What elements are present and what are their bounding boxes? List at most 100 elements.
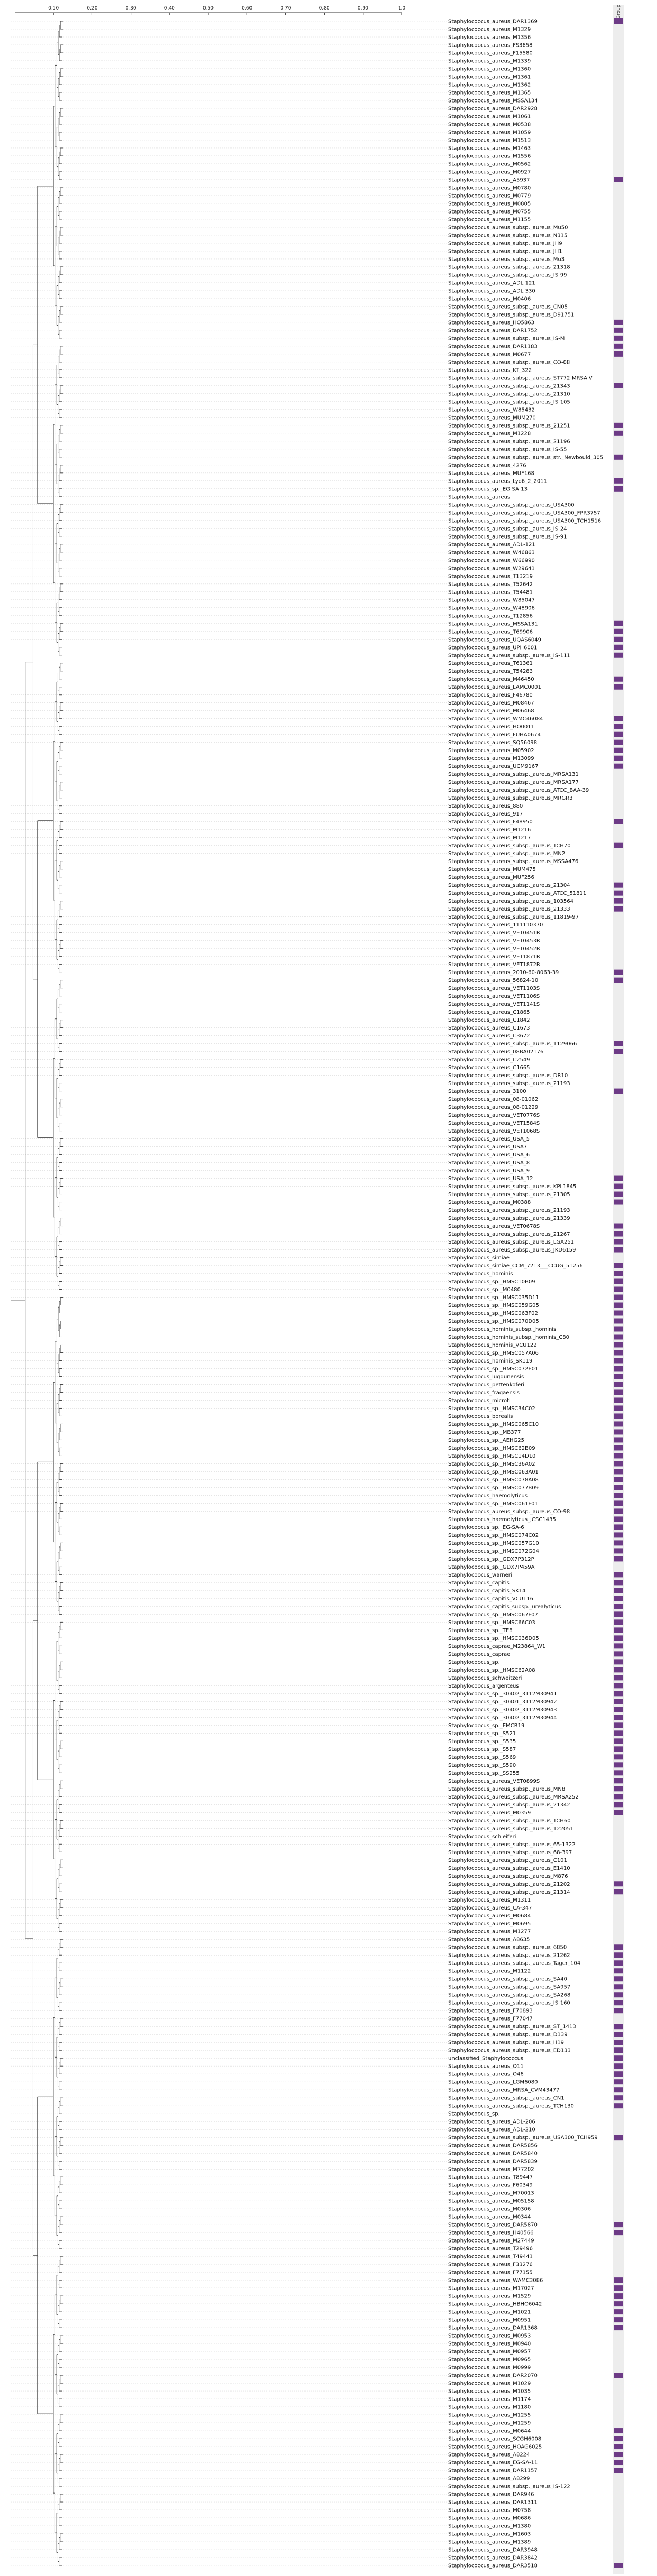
- annotation-mark: [614, 2024, 623, 2030]
- annotation-mark: [614, 2063, 623, 2069]
- leaf-label: Staphylococcus_aureus_ADL-330: [448, 288, 535, 294]
- annotation-mark: [614, 1635, 623, 1641]
- leaf-label: Staphylococcus_aureus_WMC46084: [448, 716, 543, 722]
- leaf-label: Staphylococcus_aureus_subsp._aureus_IS-1…: [448, 2000, 570, 2006]
- leaf-label: Staphylococcus_aureus_F15580: [448, 50, 533, 56]
- annotation-mark: [614, 636, 623, 642]
- leaf-label: Staphylococcus_aureus_DAR1183: [448, 344, 538, 349]
- leaf-label: Staphylococcus_sp._HMSC072E01: [448, 1366, 538, 1372]
- leaf-label: Staphylococcus_aureus_M77202: [448, 2167, 534, 2173]
- leaf-label: Staphylococcus_aureus_M1365: [448, 90, 531, 96]
- annotation-mark: [614, 1413, 623, 1419]
- tree-branches: [11, 21, 64, 2566]
- annotation-mark: [614, 977, 623, 983]
- annotation-mark: [614, 882, 623, 888]
- leaf-label: Staphylococcus_sp._HMSC035D11: [448, 1295, 539, 1301]
- leaf-label: Staphylococcus_aureus_subsp._aureus_ED13…: [448, 2048, 571, 2054]
- leaf-label: Staphylococcus_aureus_ADL-210: [448, 2127, 535, 2133]
- leaf-label: Staphylococcus_aureus_subsp._aureus_ST_1…: [448, 2024, 576, 2030]
- leaf-label: Staphylococcus_sp._S535: [448, 1739, 516, 1745]
- leaf-label: Staphylococcus_aureus_F33276: [448, 2262, 533, 2268]
- leaf-label: Staphylococcus_aureus_M1389: [448, 2540, 531, 2545]
- leaf-label: Staphylococcus_aureus_M1362: [448, 82, 531, 88]
- leaf-label: Staphylococcus_sp._HMSC14D10: [448, 1453, 535, 1459]
- leaf-label: Staphylococcus_aureus_subsp._aureus_E141…: [448, 1866, 570, 1871]
- leaf-label: Staphylococcus_hominis_subsp._hominis: [448, 1327, 556, 1332]
- scale-tick-label: 0.10: [48, 6, 59, 11]
- leaf-label: Staphylococcus_aureus_subsp._aureus_1035…: [448, 898, 573, 904]
- leaf-label: Staphylococcus_sp._HMSC070D05: [448, 1319, 539, 1324]
- leaf-label: Staphylococcus_caprae_M23864_W1: [448, 1644, 545, 1650]
- leaf-label: Staphylococcus_aureus_M08467: [448, 700, 534, 706]
- leaf-label: Staphylococcus_aureus_subsp._aureus_SA26…: [448, 1993, 570, 1998]
- leaf-label: Staphylococcus_aureus_subsp._aureus_2120…: [448, 1882, 570, 1887]
- leaf-label: Staphylococcus_aureus_M1021: [448, 2310, 531, 2315]
- leaf-label: Staphylococcus_aureus_subsp._aureus_MRSA…: [448, 1794, 579, 1800]
- annotation-mark: [614, 486, 623, 492]
- annotation-mark: [614, 1572, 623, 1578]
- annotation-mark: [614, 890, 623, 896]
- leaf-label: Staphylococcus_sp._HMSC059G05: [448, 1303, 539, 1309]
- leaf-label: Staphylococcus_aureus_T89447: [448, 2175, 533, 2181]
- leaf-label: Staphylococcus_sp._HMSC065C10: [448, 1422, 539, 1428]
- annotation-mark: [614, 1532, 623, 1538]
- leaf-label: Staphylococcus_aureus_O46: [448, 2072, 524, 2078]
- leaf-label: Staphylococcus_caprae: [448, 1652, 510, 1657]
- leaf-label: Staphylococcus_schleiferi: [448, 1834, 516, 1840]
- leaf-label: Staphylococcus_microti: [448, 1398, 511, 1404]
- leaf-label: Staphylococcus_aureus_M0951: [448, 2318, 531, 2323]
- leaf-label: Staphylococcus_aureus_subsp._aureus_ATCC…: [448, 787, 589, 793]
- leaf-label: Staphylococcus_aureus_M0805: [448, 201, 531, 207]
- annotation-mark: [614, 1477, 623, 1482]
- leaf-label: Staphylococcus_aureus_VET0451R: [448, 930, 540, 936]
- leaf-label: Staphylococcus_aureus_subsp._aureus_1181…: [448, 914, 579, 920]
- leaf-label: Staphylococcus_aureus_DAR1752: [448, 328, 538, 333]
- leaf-label: Staphylococcus_sp._HMSC34C02: [448, 1406, 535, 1412]
- leaf-label: Staphylococcus_aureus_subsp._aureus_CO-9…: [448, 1509, 570, 1515]
- annotation-mark: [614, 2325, 623, 2331]
- annotation-mark: [614, 1540, 623, 1546]
- annotation-mark: [614, 1461, 623, 1467]
- leaf-label: Staphylococcus_aureus_ADL-121: [448, 542, 535, 548]
- leaf-label: Staphylococcus_aureus_T54283: [448, 669, 533, 674]
- leaf-label: Staphylococcus_aureus_HOAG6025: [448, 2444, 542, 2450]
- leaf-label: Staphylococcus_aureus_T69906: [448, 629, 533, 635]
- annotation-mark: [614, 1524, 623, 1530]
- leaf-label: Staphylococcus_aureus_W46863: [448, 550, 535, 555]
- annotation-mark: [614, 1611, 623, 1617]
- annotation-mark: [614, 1453, 623, 1459]
- leaf-label: Staphylococcus_aureus_M0538: [448, 122, 531, 127]
- leaf-label: Staphylococcus_aureus_SCGH6008: [448, 2436, 541, 2442]
- leaf-label: Staphylococcus_aureus_A8635: [448, 1937, 530, 1943]
- leaf-label: Staphylococcus_schweitzeri: [448, 1675, 522, 1681]
- annotation-mark: [614, 1389, 623, 1395]
- leaf-label: Staphylococcus_aureus_subsp._aureus_IS-M: [448, 336, 565, 341]
- leaf-label: Staphylococcus_aureus_DAR946: [448, 2492, 534, 2498]
- annotation-mark: [614, 1643, 623, 1649]
- annotation-mark: [614, 2460, 623, 2466]
- scale-tick-label: 0.80: [319, 6, 330, 11]
- leaf-label: Staphylococcus_aureus_F48950: [448, 819, 533, 825]
- leaf-label: Staphylococcus_aureus_subsp._aureus_DR10: [448, 1073, 568, 1079]
- annotation-mark: [614, 1691, 623, 1697]
- leaf-label: Staphylococcus_aureus_H40566: [448, 2230, 533, 2236]
- leaf-label: Staphylococcus_aureus_M1155: [448, 217, 531, 223]
- leaf-label: Staphylococcus_aureus_DAR1157: [448, 2468, 538, 2474]
- annotation-mark: [614, 2095, 623, 2101]
- leaf-label: Staphylococcus_sp._30402_3112M30944: [448, 1715, 557, 1721]
- annotation-mark: [614, 2222, 623, 2228]
- leaf-label: Staphylococcus_aureus_M70013: [448, 2191, 534, 2197]
- annotation-mark: [614, 2103, 623, 2109]
- leaf-label: Staphylococcus_aureus_M0780: [448, 185, 531, 191]
- annotation-mark: [614, 1754, 623, 1760]
- leaf-label: Staphylococcus_aureus_subsp._aureus_C101: [448, 1858, 567, 1864]
- leaf-label: Staphylococcus_aureus_M27449: [448, 2238, 534, 2244]
- annotation-mark: [614, 319, 623, 325]
- annotation-mark: [614, 1223, 623, 1229]
- leaf-label: Staphylococcus_sp._S521: [448, 1731, 516, 1737]
- leaf-label: Staphylococcus_aureus_M1216: [448, 827, 531, 833]
- annotation-mark: [614, 731, 623, 737]
- annotation-mark: [614, 2301, 623, 2307]
- annotation-mark: [614, 1722, 623, 1728]
- scale-tick-label: 0.40: [164, 6, 175, 11]
